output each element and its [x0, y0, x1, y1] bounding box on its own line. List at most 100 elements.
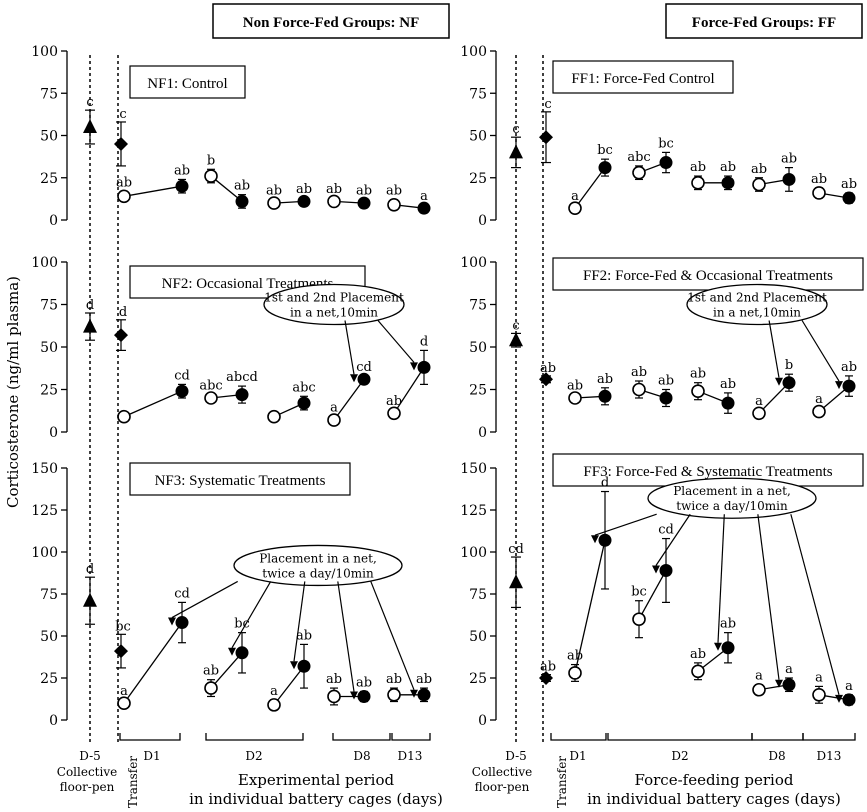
- panel-title: NF3: Systematic Treatments: [155, 473, 326, 489]
- significance-label: ab: [567, 379, 583, 394]
- significance-label: a: [120, 684, 128, 699]
- filled-circle-marker: [659, 563, 673, 577]
- annotation-arrow: [377, 320, 415, 363]
- pair-connector: [393, 367, 425, 414]
- filled-circle-marker: [721, 176, 735, 190]
- panel-title-box: [129, 265, 366, 299]
- filled-circle-marker: [598, 389, 612, 403]
- annotation-line-1: 1st and 2nd Placement: [687, 291, 827, 305]
- day-label: D8: [353, 749, 370, 763]
- diamond-marker: [114, 136, 128, 151]
- filled-circle-marker: [175, 384, 189, 398]
- significance-label: ab: [203, 664, 219, 679]
- significance-label: cd: [658, 523, 674, 538]
- y-tick-label: 100: [31, 545, 58, 561]
- pair-connector: [123, 185, 183, 197]
- arrow-head: [290, 661, 298, 670]
- filled-circle-marker: [782, 172, 796, 186]
- filled-circle-marker: [357, 196, 371, 210]
- header-nf: Non Force-Fed Groups: NF: [243, 15, 420, 31]
- significance-label: abc: [292, 380, 315, 395]
- significance-label: ab: [841, 360, 857, 375]
- filled-circle-marker: [235, 646, 249, 660]
- significance-label: a: [815, 392, 823, 407]
- y-tick-label: 25: [469, 383, 487, 399]
- y-tick-label: 25: [40, 171, 58, 187]
- y-tick-label: 0: [478, 713, 487, 729]
- annotation-ellipse: [647, 477, 817, 519]
- filled-circle-marker: [175, 616, 189, 630]
- open-circle-marker: [752, 682, 766, 697]
- period-bracket: [205, 733, 304, 741]
- open-circle-marker: [117, 409, 131, 424]
- annotation-ellipse: [233, 544, 403, 587]
- filled-circle-marker: [721, 641, 735, 655]
- day-label: D-5: [79, 749, 101, 763]
- filled-circle-marker: [357, 372, 371, 386]
- significance-label: d: [86, 298, 94, 313]
- open-circle-marker: [691, 664, 705, 679]
- annotation-line-2: in a net,10min: [713, 306, 801, 320]
- open-circle-marker: [387, 406, 401, 421]
- y-tick-label: 150: [31, 461, 58, 477]
- y-tick-label: 125: [460, 503, 487, 519]
- day-label: D-5: [505, 749, 527, 763]
- significance-label: ab: [841, 177, 857, 192]
- diamond-marker: [539, 130, 553, 145]
- y-tick-label: 0: [478, 213, 487, 229]
- triangle-marker: [83, 119, 97, 134]
- pair-connector: [574, 167, 606, 209]
- open-circle-marker: [117, 696, 131, 711]
- significance-label: ab: [386, 672, 402, 687]
- period-bracket: [119, 733, 181, 741]
- annotation-arrow: [293, 581, 306, 662]
- annotation-arrow: [717, 514, 725, 643]
- y-tick-label: 0: [49, 425, 58, 441]
- significance-label: ab: [326, 182, 342, 197]
- open-circle-marker: [632, 612, 646, 627]
- period-bracket: [751, 733, 804, 741]
- significance-label: d: [86, 562, 94, 577]
- arrow-head: [410, 689, 418, 698]
- annotation-line-1: 1st and 2nd Placement: [264, 291, 404, 305]
- y-tick-label: 75: [469, 86, 487, 102]
- significance-label: ab: [690, 367, 706, 382]
- significance-label: a: [270, 684, 278, 699]
- significance-label: ab: [690, 647, 706, 662]
- arrow-head: [168, 617, 176, 626]
- significance-label: ab: [781, 152, 797, 167]
- significance-label: a: [755, 669, 763, 684]
- y-tick-label: 50: [40, 629, 58, 645]
- open-circle-marker: [752, 406, 766, 421]
- significance-label: ab: [386, 184, 402, 199]
- open-circle-marker: [568, 201, 582, 215]
- significance-label: ab: [356, 675, 372, 690]
- diamond-marker: [114, 644, 128, 659]
- significance-label: bc: [597, 143, 613, 158]
- significance-label: a: [571, 189, 579, 204]
- open-circle-marker: [812, 687, 826, 702]
- y-tick-label: 100: [31, 255, 58, 271]
- y-tick-label: 25: [40, 671, 58, 687]
- transfer-label-left: Transfer: [126, 756, 140, 808]
- significance-label: bc: [234, 617, 250, 632]
- x-title-left-1: Experimental period: [238, 771, 395, 789]
- annotation-arrow: [370, 581, 415, 691]
- significance-label: b: [785, 358, 793, 373]
- significance-label: a: [755, 394, 763, 409]
- significance-label: a: [330, 401, 338, 416]
- panel-title-box: [552, 257, 864, 291]
- open-circle-marker: [267, 698, 281, 712]
- filled-circle-marker: [417, 360, 431, 374]
- filled-circle-marker: [659, 156, 673, 170]
- annotation-ellipse: [263, 283, 405, 326]
- significance-label: ab: [540, 361, 556, 376]
- panel-title-box: [129, 65, 246, 99]
- period-bracket: [332, 733, 391, 741]
- annotation-line-2: in a net,10min: [290, 306, 378, 320]
- y-tick-label: 25: [469, 171, 487, 187]
- significance-label: bc: [658, 136, 674, 151]
- filled-circle-marker: [297, 659, 311, 673]
